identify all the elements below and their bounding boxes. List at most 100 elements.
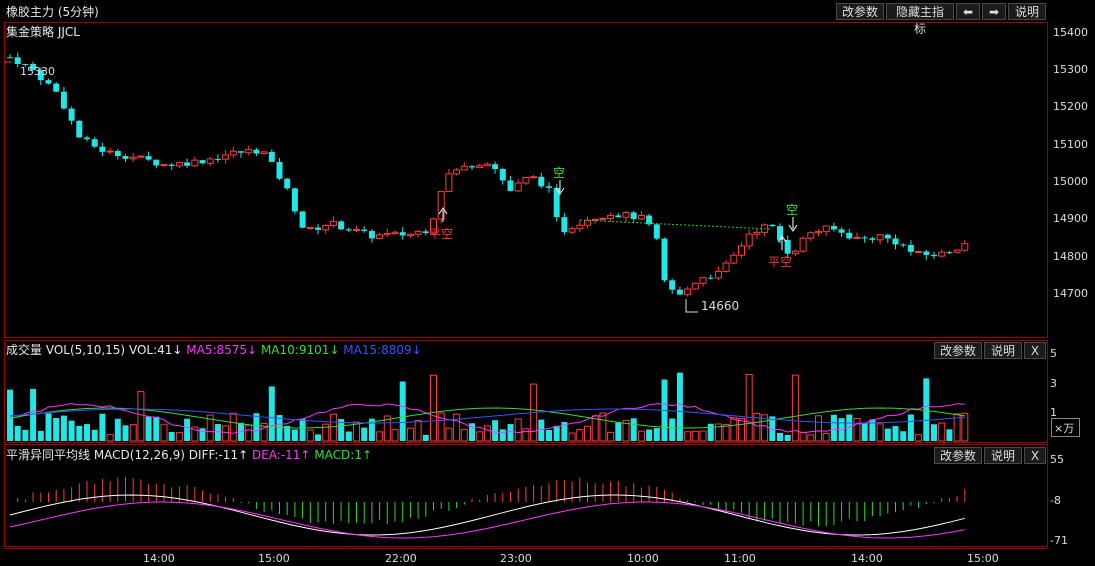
strategy-label: 集金策略 JJCL xyxy=(6,25,80,39)
volume-bar xyxy=(37,430,44,441)
volume-bar xyxy=(437,412,445,442)
volume-bar xyxy=(591,415,599,442)
volume-bar xyxy=(299,418,306,441)
candle-body xyxy=(199,160,206,164)
volume-bar xyxy=(538,419,545,441)
volume-bar xyxy=(422,434,429,441)
volume-bar xyxy=(846,414,853,441)
volume-unit: ×万 xyxy=(1054,422,1074,435)
hide-main-indicator-button[interactable]: 隐藏主指标 xyxy=(886,3,954,36)
volume-bar xyxy=(445,427,453,442)
time-tick: 23:00 xyxy=(500,552,532,565)
candle-body xyxy=(699,277,707,284)
candle-body xyxy=(245,149,253,154)
change-params-button[interactable]: 改参数 xyxy=(836,3,884,20)
prev-arrow-icon[interactable]: ⬅ xyxy=(956,3,980,20)
ma15-value: MA15:8809↓ xyxy=(343,343,422,357)
candle-body xyxy=(315,227,321,230)
volume-bar xyxy=(892,426,899,441)
next-arrow-icon[interactable]: ➡ xyxy=(982,3,1006,20)
candle-body xyxy=(707,277,714,279)
candle-body xyxy=(791,250,799,255)
volume-bar xyxy=(268,386,275,441)
volume-params-button[interactable]: 改参数 xyxy=(934,342,982,359)
candle-body xyxy=(291,188,298,212)
candle-body xyxy=(338,221,345,230)
candle-body xyxy=(184,162,191,166)
volume-bar xyxy=(599,412,607,442)
volume-bar xyxy=(807,434,815,442)
price-tick: 15300 xyxy=(1053,63,1088,76)
high-label: 15330 xyxy=(20,65,55,78)
candle-body xyxy=(822,225,830,233)
volume-bar xyxy=(91,429,98,441)
low-marker xyxy=(685,299,698,313)
volume-bar xyxy=(561,422,568,441)
candle-body xyxy=(591,218,599,221)
volume-bar xyxy=(568,432,576,442)
candle-body xyxy=(730,254,738,264)
time-tick: 15:00 xyxy=(258,552,290,565)
candle-body xyxy=(722,262,730,272)
macd-help-button[interactable]: 说明 xyxy=(984,447,1022,464)
volume-help-button[interactable]: 说明 xyxy=(984,342,1022,359)
price-tick: 14700 xyxy=(1053,287,1088,300)
volume-bar xyxy=(199,428,206,441)
candle-body xyxy=(214,158,221,160)
candle-body xyxy=(137,155,145,158)
volume-bar xyxy=(214,424,221,441)
price-tick: 15100 xyxy=(1053,138,1088,151)
volume-bar xyxy=(22,429,29,441)
volume-bar xyxy=(799,431,807,442)
candle-body xyxy=(892,238,899,245)
time-tick: 14:00 xyxy=(851,552,883,565)
candle-body xyxy=(306,227,314,230)
volume-bar xyxy=(915,434,923,442)
candle-body xyxy=(383,232,391,236)
volume-bar xyxy=(68,420,75,441)
candle-body xyxy=(637,214,645,220)
volume-bar xyxy=(160,423,168,442)
candle-body xyxy=(99,146,106,152)
candle-body xyxy=(622,211,630,218)
candle-body xyxy=(84,137,90,140)
candle-body xyxy=(322,225,330,231)
main-panel-frame xyxy=(4,22,1048,338)
price-tick: 15200 xyxy=(1053,100,1088,113)
time-tick: 22:00 xyxy=(385,552,417,565)
candle-body xyxy=(607,214,615,219)
volume-bar xyxy=(14,425,21,441)
volume-bar xyxy=(576,429,584,442)
volume-bar xyxy=(822,432,830,442)
candle-body xyxy=(492,164,499,169)
candle-body xyxy=(476,165,484,168)
macd-close-icon[interactable]: X xyxy=(1024,447,1046,464)
volume-bar xyxy=(45,413,52,441)
macd-params-button[interactable]: 改参数 xyxy=(934,447,982,464)
time-tick: 15:00 xyxy=(967,552,999,565)
candle-body xyxy=(460,165,468,171)
candle-body xyxy=(168,164,175,166)
volume-panel-title: 成交量 VOL(5,10,15) VOL:41↓ MA5:8575↓ MA10:… xyxy=(6,341,422,358)
volume-bar xyxy=(430,374,437,442)
help-button[interactable]: 说明 xyxy=(1008,3,1046,20)
volume-bar xyxy=(260,422,268,442)
volume-bar xyxy=(861,422,868,441)
candle-body xyxy=(815,231,822,234)
volume-bar xyxy=(391,429,399,442)
volume-bar xyxy=(699,430,707,442)
time-tick: 10:00 xyxy=(627,552,659,565)
volume-bar xyxy=(368,418,375,441)
volume-bar xyxy=(753,412,761,442)
time-tick: 11:00 xyxy=(724,552,756,565)
volume-bar xyxy=(168,431,175,441)
candle-body xyxy=(568,228,576,233)
candle-body xyxy=(399,232,406,236)
volume-bar xyxy=(345,431,352,441)
volume-bar xyxy=(84,424,90,441)
volume-close-icon[interactable]: X xyxy=(1024,342,1046,359)
candle-body xyxy=(206,158,214,164)
volume-bar xyxy=(122,425,129,441)
volume-bar xyxy=(884,428,891,441)
